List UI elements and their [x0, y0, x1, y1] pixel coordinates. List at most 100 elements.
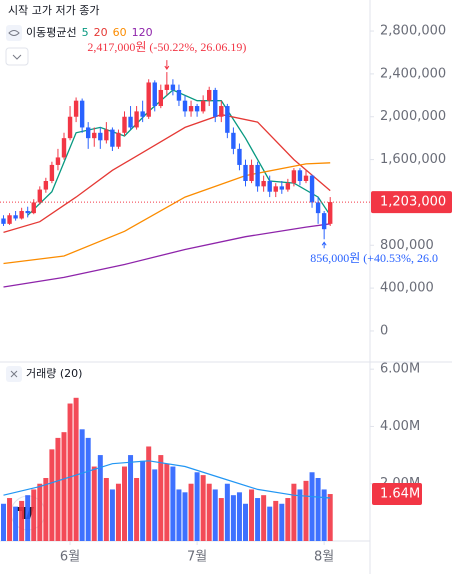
- candle-body: [140, 111, 145, 117]
- candle-body: [188, 106, 194, 112]
- volume-ma-line: [3, 460, 331, 499]
- volume-bar: [134, 477, 140, 541]
- candle-body: [219, 106, 224, 117]
- volume-bar: [297, 489, 303, 541]
- candle-body: [61, 138, 67, 158]
- eye-icon-shape: [8, 30, 20, 36]
- candle-body: [49, 164, 55, 181]
- x-tick-label: 6월: [60, 550, 80, 565]
- candle-body: [98, 132, 103, 141]
- volume-plot: [1, 397, 333, 541]
- annotation: 856,000원 (+40.53%, 26.0: [310, 251, 438, 265]
- annotation-arrow: [321, 241, 327, 249]
- volume-bar: [273, 500, 279, 541]
- y-tick-label: 800,000: [380, 238, 434, 253]
- y-tick-label: 4.00M: [380, 419, 420, 434]
- candle-body: [37, 189, 42, 203]
- chevron: [12, 54, 22, 60]
- candle-body: [55, 157, 61, 165]
- volume-bar: [109, 489, 115, 541]
- volume-bar: [43, 477, 49, 541]
- candle-body: [243, 164, 248, 181]
- annotation-arrow: [164, 60, 170, 70]
- legend-entry: 60: [113, 26, 127, 39]
- volume-bar: [200, 475, 206, 541]
- candle-body: [237, 148, 242, 165]
- candle-body: [225, 106, 230, 133]
- volume-bar: [164, 463, 170, 541]
- volume-bar: [285, 498, 291, 541]
- ma-legend-title: 이동평균선: [26, 26, 77, 39]
- x-tick-label: 7월: [187, 550, 207, 565]
- candle-body: [176, 89, 182, 101]
- price-plot: [1, 72, 333, 288]
- candle-body: [267, 181, 272, 192]
- volume-bar: [25, 495, 31, 541]
- candle-body: [255, 164, 260, 187]
- volume-bar: [212, 489, 218, 541]
- volume-bar: [140, 460, 146, 541]
- volume-title: 거래량 (20): [26, 367, 82, 380]
- y-tick-label: 2,400,000: [380, 66, 446, 81]
- ohlc-label: 시작 고가 저가 종가: [8, 4, 99, 17]
- close-x: [10, 370, 18, 378]
- annotation: 2,417,000원 (-50.22%, 26.06.19): [87, 40, 246, 54]
- candle-body: [207, 89, 212, 101]
- volume-bar: [243, 503, 248, 541]
- candle-body: [328, 202, 333, 224]
- eye-icon[interactable]: [6, 25, 22, 41]
- volume-bar: [91, 466, 97, 541]
- legend-entry: 5: [82, 26, 89, 39]
- candle-body: [86, 127, 91, 139]
- volume-bar: [224, 483, 230, 541]
- volume-bar: [194, 472, 200, 541]
- candle-body: [73, 100, 79, 117]
- candle-body: [31, 202, 36, 214]
- collapse-button[interactable]: [5, 47, 29, 66]
- candle-body: [291, 170, 297, 184]
- candle-body: [116, 132, 121, 147]
- volume-bar: [279, 503, 285, 541]
- volume-bar: [49, 449, 55, 541]
- candle-body: [297, 170, 303, 181]
- volume-bar: [236, 492, 242, 541]
- volume-bar: [7, 498, 13, 541]
- candle-body: [19, 210, 24, 219]
- candle-body: [104, 129, 109, 141]
- volume-bar: [19, 500, 25, 541]
- volume-bar: [303, 480, 309, 541]
- candle-body: [213, 89, 218, 117]
- y-tick-label: 0: [380, 323, 388, 338]
- candle-body: [182, 100, 188, 112]
- volume-bar: [218, 498, 224, 541]
- candle-body: [249, 164, 254, 181]
- candle-body: [279, 186, 284, 190]
- volume-bar: [206, 483, 212, 541]
- candle-body: [273, 186, 278, 192]
- last-price-label: 1,203,000: [380, 195, 446, 210]
- volume-bar: [61, 432, 67, 541]
- candle-body: [122, 116, 127, 133]
- last-volume-box: [372, 483, 422, 506]
- volume-bar: [152, 469, 158, 541]
- volume-bar: [31, 489, 37, 541]
- last-price-box: [371, 191, 452, 214]
- last-volume-label: 1.64M: [380, 487, 420, 502]
- candle-body: [110, 129, 115, 147]
- volume-bar: [291, 483, 297, 541]
- volume-bar: [13, 506, 19, 541]
- candle-body: [309, 175, 315, 203]
- volume-bar: [309, 472, 315, 541]
- y-tick-label: 1,600,000: [380, 152, 446, 167]
- candle-body: [25, 210, 30, 214]
- candle-body: [43, 181, 49, 190]
- volume-bar: [170, 466, 176, 541]
- volume-bar: [249, 489, 255, 541]
- candle-body: [134, 111, 139, 128]
- volume-bar: [255, 498, 261, 541]
- volume-bar: [122, 466, 127, 541]
- candle-body: [231, 132, 236, 149]
- volume-bar: [188, 483, 194, 541]
- legend-entry: 20: [94, 26, 108, 39]
- y-tick-label: 400,000: [380, 281, 434, 296]
